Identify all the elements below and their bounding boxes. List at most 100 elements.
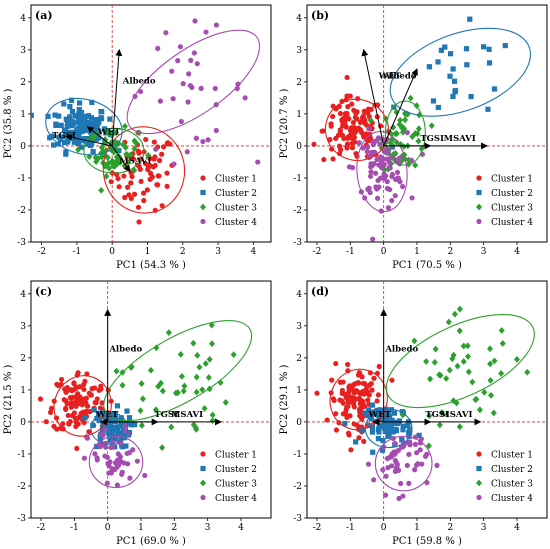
data-point xyxy=(430,98,437,104)
data-point xyxy=(381,171,387,177)
data-point xyxy=(110,434,116,440)
x-tick-label: 4 xyxy=(238,523,244,533)
data-point xyxy=(55,382,61,389)
data-point xyxy=(93,117,99,124)
data-point xyxy=(428,122,435,129)
legend-marker xyxy=(200,494,206,501)
x-tick-label: 2 xyxy=(447,247,453,257)
data-point xyxy=(380,408,386,414)
loading-label: MSAVI xyxy=(440,410,472,420)
legend-label: Cluster 1 xyxy=(215,175,257,185)
data-point xyxy=(119,420,125,426)
data-point xyxy=(382,492,389,498)
data-point xyxy=(94,455,100,461)
legend: Cluster 1 Cluster 2 Cluster 3 Cluster 4 xyxy=(200,175,257,228)
y-tick-label: 1 xyxy=(296,386,302,396)
data-point xyxy=(337,127,343,133)
data-point xyxy=(58,122,64,129)
data-point xyxy=(93,443,100,450)
data-point xyxy=(368,106,374,112)
data-point xyxy=(203,29,209,35)
data-point xyxy=(468,93,474,100)
cluster-ellipse xyxy=(324,98,390,162)
data-point xyxy=(423,358,430,365)
cluster-ellipse xyxy=(384,100,426,166)
data-point xyxy=(389,171,396,178)
data-point xyxy=(188,57,194,63)
data-point xyxy=(159,203,165,209)
data-point xyxy=(141,197,147,204)
data-point xyxy=(104,480,110,486)
loading-label: WET xyxy=(97,128,121,138)
data-point xyxy=(113,367,120,375)
data-point xyxy=(335,132,342,138)
data-point xyxy=(370,142,376,148)
data-point xyxy=(63,151,69,157)
data-point xyxy=(201,404,208,412)
data-point xyxy=(366,407,372,413)
data-point xyxy=(68,121,74,127)
data-point xyxy=(374,398,380,404)
data-point xyxy=(87,142,94,149)
data-point xyxy=(365,397,371,403)
data-point xyxy=(99,425,106,431)
x-tick-label: 1 xyxy=(414,247,420,257)
cluster-ellipse xyxy=(385,314,535,409)
x-tick-label: -1 xyxy=(72,247,81,257)
data-point xyxy=(48,405,55,411)
legend-marker xyxy=(200,451,206,457)
data-point xyxy=(383,473,389,479)
data-point xyxy=(82,116,88,123)
data-point xyxy=(152,406,159,414)
loading-label: MSAVI xyxy=(119,157,151,167)
data-point xyxy=(368,416,375,422)
data-point xyxy=(177,44,183,50)
legend: Cluster 1 Cluster 2 Cluster 3 Cluster 4 xyxy=(476,175,533,228)
data-point xyxy=(418,436,424,442)
data-point xyxy=(464,353,471,360)
data-point xyxy=(66,421,72,427)
data-point xyxy=(143,136,149,143)
data-point xyxy=(437,372,444,379)
loading-label: Albedo xyxy=(384,344,418,354)
data-point xyxy=(385,205,392,211)
data-point xyxy=(404,129,410,136)
data-point xyxy=(371,149,378,155)
pca-panel-b: -2 -1 0 1 2 3 4 -3 -2 -1 0 1 2 3 4 PC1 (70.5 % ) PC2 (20… xyxy=(279,4,548,271)
data-point xyxy=(367,116,374,124)
data-point xyxy=(63,406,69,413)
x-tick-label: -2 xyxy=(313,523,322,533)
data-point xyxy=(427,375,434,383)
data-point xyxy=(98,383,104,389)
loading-label: TGSI xyxy=(425,410,449,420)
data-point xyxy=(205,374,212,381)
cluster-ellipse xyxy=(374,435,433,492)
data-point xyxy=(351,404,357,410)
data-point xyxy=(60,421,66,427)
data-point xyxy=(120,426,127,433)
data-point xyxy=(116,148,122,154)
data-point xyxy=(384,185,391,192)
data-point xyxy=(105,159,112,167)
data-point xyxy=(117,423,123,429)
legend-label: Cluster 3 xyxy=(491,480,533,490)
data-point xyxy=(103,172,110,180)
data-point xyxy=(436,421,443,429)
data-point xyxy=(78,136,84,142)
x-tick-label: 0 xyxy=(109,247,115,257)
data-point xyxy=(69,129,75,135)
data-point xyxy=(388,454,395,460)
data-point xyxy=(490,409,497,417)
data-point xyxy=(339,123,346,129)
data-point xyxy=(392,440,398,447)
data-point xyxy=(464,62,470,68)
data-point xyxy=(382,428,388,435)
data-point xyxy=(122,122,129,130)
data-point xyxy=(82,415,88,421)
data-point xyxy=(235,81,241,87)
data-point xyxy=(112,425,118,431)
data-point xyxy=(391,410,398,416)
x-tick-label: 2 xyxy=(171,523,177,533)
y-tick-label: 0 xyxy=(20,418,26,428)
data-point xyxy=(375,177,381,184)
